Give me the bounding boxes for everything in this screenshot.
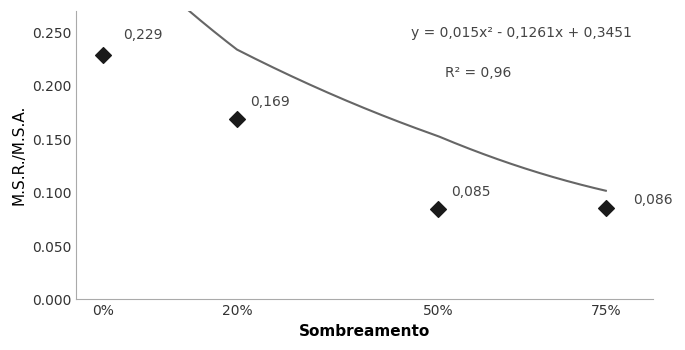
- Text: 0,086: 0,086: [633, 193, 672, 206]
- Point: [232, 116, 242, 122]
- Point: [97, 52, 108, 58]
- Point: [433, 206, 444, 211]
- Text: 0,085: 0,085: [451, 185, 491, 199]
- Text: R² = 0,96: R² = 0,96: [445, 66, 512, 80]
- Text: 0,229: 0,229: [123, 28, 162, 42]
- Point: [600, 205, 611, 210]
- Text: 0,169: 0,169: [251, 95, 290, 109]
- Text: y = 0,015x² - 0,1261x + 0,3451: y = 0,015x² - 0,1261x + 0,3451: [410, 26, 632, 40]
- X-axis label: Sombreamento: Sombreamento: [299, 324, 430, 339]
- Y-axis label: M.S.R./M.S.A.: M.S.R./M.S.A.: [11, 105, 26, 205]
